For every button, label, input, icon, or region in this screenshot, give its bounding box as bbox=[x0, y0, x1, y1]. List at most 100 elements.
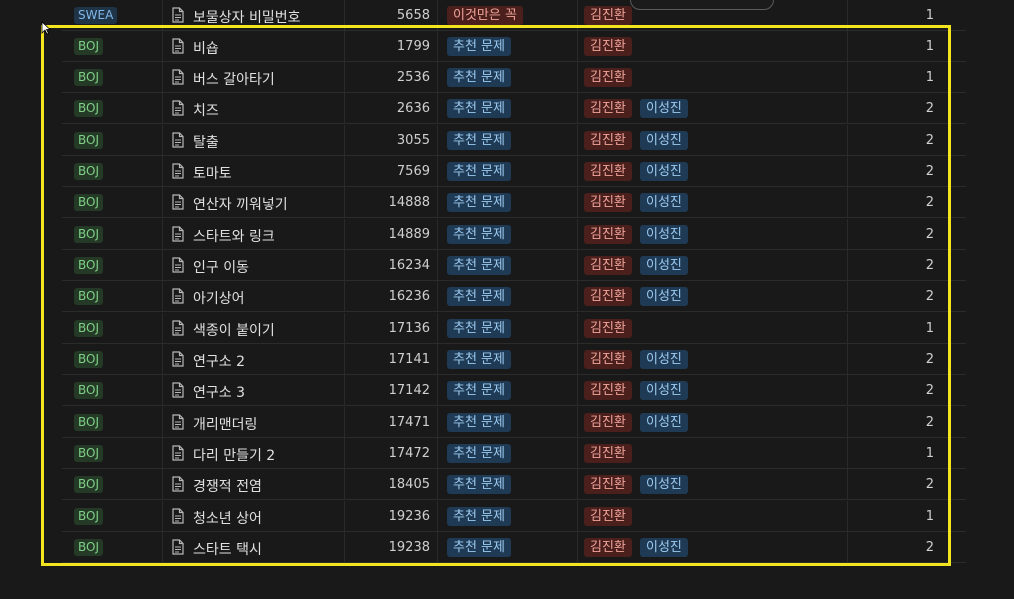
column-divider bbox=[847, 344, 848, 375]
column-divider bbox=[847, 219, 848, 250]
column-divider bbox=[162, 469, 163, 500]
problem-number: 17136 bbox=[388, 321, 430, 336]
row-divider bbox=[62, 343, 966, 344]
column-divider bbox=[344, 344, 345, 375]
person-tag: 김진환 bbox=[584, 350, 632, 369]
row-divider bbox=[62, 123, 966, 124]
column-divider bbox=[437, 250, 438, 281]
column-divider bbox=[847, 0, 848, 31]
column-divider bbox=[577, 469, 578, 500]
problem-number: 17472 bbox=[388, 446, 430, 461]
column-divider bbox=[577, 532, 578, 563]
table-row[interactable]: BOJ 연산자 끼워넣기 14888 추천 문제 김진환 이성진 2 bbox=[0, 187, 1014, 218]
column-divider bbox=[847, 125, 848, 156]
table-row[interactable]: SWEA 보물상자 비밀번호 5658 이것만은 꼭 김진환 1 bbox=[0, 0, 1014, 31]
problem-title[interactable]: 탈출 bbox=[193, 135, 219, 151]
problem-title[interactable]: 청소년 상어 bbox=[193, 511, 262, 527]
column-divider bbox=[437, 501, 438, 532]
problem-title[interactable]: 스타트와 링크 bbox=[193, 229, 275, 245]
problem-title[interactable]: 인구 이동 bbox=[193, 260, 249, 276]
table-row[interactable]: BOJ 버스 갈아타기 2536 추천 문제 김진환 1 bbox=[0, 62, 1014, 93]
person-tag: 이성진 bbox=[640, 256, 688, 275]
problem-title[interactable]: 색종이 붙이기 bbox=[193, 323, 275, 339]
table-row[interactable]: BOJ 연구소 3 17142 추천 문제 김진환 이성진 2 bbox=[0, 375, 1014, 406]
table-row[interactable]: BOJ 색종이 붙이기 17136 추천 문제 김진환 1 bbox=[0, 313, 1014, 344]
solver-count: 2 bbox=[925, 164, 934, 179]
row-divider bbox=[62, 30, 966, 31]
problem-title[interactable]: 버스 갈아타기 bbox=[193, 72, 275, 88]
site-badge: BOJ bbox=[74, 445, 104, 462]
person-tag: 김진환 bbox=[584, 68, 632, 87]
column-divider bbox=[577, 219, 578, 250]
problem-number: 7569 bbox=[396, 164, 430, 179]
column-divider bbox=[577, 375, 578, 406]
column-divider bbox=[847, 187, 848, 218]
problem-number: 16234 bbox=[388, 258, 430, 273]
site-badge: BOJ bbox=[74, 382, 104, 399]
person-tag: 김진환 bbox=[584, 193, 632, 212]
problem-title[interactable]: 경쟁적 전염 bbox=[193, 479, 262, 495]
table-row[interactable]: BOJ 아기상어 16236 추천 문제 김진환 이성진 2 bbox=[0, 281, 1014, 312]
problem-number: 1799 bbox=[396, 39, 430, 54]
category-tag: 추천 문제 bbox=[447, 193, 511, 212]
table-row[interactable]: BOJ 스타트와 링크 14889 추천 문제 김진환 이성진 2 bbox=[0, 219, 1014, 250]
problem-title[interactable]: 연산자 끼워넣기 bbox=[193, 197, 288, 213]
category-tag: 추천 문제 bbox=[447, 37, 511, 56]
table-row[interactable]: BOJ 인구 이동 16234 추천 문제 김진환 이성진 2 bbox=[0, 250, 1014, 281]
person-tag: 이성진 bbox=[640, 413, 688, 432]
problem-title[interactable]: 토마토 bbox=[193, 166, 232, 182]
problem-title[interactable]: 스타트 택시 bbox=[193, 542, 262, 558]
row-divider bbox=[62, 531, 966, 532]
table-row[interactable]: BOJ 연구소 2 17141 추천 문제 김진환 이성진 2 bbox=[0, 344, 1014, 375]
category-tag: 추천 문제 bbox=[447, 538, 511, 557]
table-row[interactable]: BOJ 토마토 7569 추천 문제 김진환 이성진 2 bbox=[0, 156, 1014, 187]
table-row[interactable]: BOJ 다리 만들기 2 17472 추천 문제 김진환 1 bbox=[0, 438, 1014, 469]
person-tag: 김진환 bbox=[584, 444, 632, 463]
table-row[interactable]: BOJ 개리맨더링 17471 추천 문제 김진환 이성진 2 bbox=[0, 407, 1014, 438]
problem-number: 19236 bbox=[388, 509, 430, 524]
column-divider bbox=[577, 250, 578, 281]
problem-title[interactable]: 보물상자 비밀번호 bbox=[193, 10, 301, 26]
column-divider bbox=[162, 93, 163, 124]
problem-number: 5658 bbox=[396, 8, 430, 23]
problem-title[interactable]: 연구소 3 bbox=[193, 385, 245, 401]
category-tag: 추천 문제 bbox=[447, 475, 511, 494]
column-divider bbox=[847, 375, 848, 406]
category-tag: 추천 문제 bbox=[447, 444, 511, 463]
column-divider bbox=[847, 250, 848, 281]
problem-title[interactable]: 다리 만들기 2 bbox=[193, 448, 276, 464]
problem-title[interactable]: 연구소 2 bbox=[193, 354, 245, 370]
person-tag: 김진환 bbox=[584, 225, 632, 244]
column-divider bbox=[437, 344, 438, 375]
row-divider bbox=[62, 186, 966, 187]
document-icon bbox=[172, 69, 184, 85]
problem-number: 17142 bbox=[388, 383, 430, 398]
solver-count: 2 bbox=[925, 477, 934, 492]
table-row[interactable]: BOJ 치즈 2636 추천 문제 김진환 이성진 2 bbox=[0, 93, 1014, 124]
row-divider bbox=[62, 374, 966, 375]
document-icon bbox=[172, 539, 184, 555]
problem-title[interactable]: 비숍 bbox=[193, 41, 219, 57]
solver-count: 2 bbox=[925, 415, 934, 430]
row-divider bbox=[62, 249, 966, 250]
site-badge: BOJ bbox=[74, 132, 104, 149]
table-row[interactable]: BOJ 스타트 택시 19238 추천 문제 김진환 이성진 2 bbox=[0, 532, 1014, 563]
document-icon bbox=[172, 163, 184, 179]
table-row[interactable]: BOJ 경쟁적 전염 18405 추천 문제 김진환 이성진 2 bbox=[0, 469, 1014, 500]
column-divider bbox=[437, 313, 438, 344]
table-row[interactable]: BOJ 비숍 1799 추천 문제 김진환 1 bbox=[0, 31, 1014, 62]
solver-count: 2 bbox=[925, 258, 934, 273]
column-divider bbox=[344, 281, 345, 312]
person-tag: 김진환 bbox=[584, 6, 632, 25]
row-divider bbox=[62, 217, 966, 218]
column-divider bbox=[162, 219, 163, 250]
column-divider bbox=[344, 187, 345, 218]
mouse-pointer-icon bbox=[41, 21, 51, 35]
site-badge: BOJ bbox=[74, 226, 104, 243]
problem-title[interactable]: 치즈 bbox=[193, 103, 219, 119]
row-divider bbox=[62, 468, 966, 469]
problem-title[interactable]: 개리맨더링 bbox=[193, 417, 258, 433]
table-row[interactable]: BOJ 청소년 상어 19236 추천 문제 김진환 1 bbox=[0, 501, 1014, 532]
table-row[interactable]: BOJ 탈출 3055 추천 문제 김진환 이성진 2 bbox=[0, 125, 1014, 156]
problem-title[interactable]: 아기상어 bbox=[193, 291, 245, 307]
